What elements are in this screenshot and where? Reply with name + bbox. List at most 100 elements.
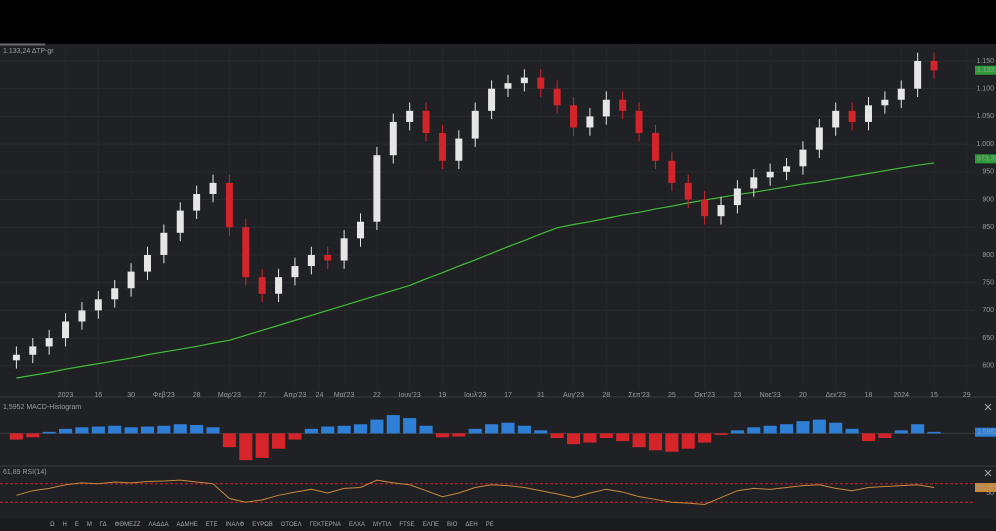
macd-bar xyxy=(58,428,73,434)
toolbar-item[interactable]: ΡΕ xyxy=(485,522,494,528)
x-tick-label: 23 xyxy=(733,392,741,399)
x-tick-label: Δεκ'23 xyxy=(826,392,847,399)
x-tick-label: 15 xyxy=(930,392,938,399)
toolbar-item[interactable]: ΓΔ xyxy=(99,522,107,528)
x-tick-label: 28 xyxy=(602,392,610,399)
y-tick-label: 700 xyxy=(982,307,994,314)
macd-bar xyxy=(26,433,40,438)
candle-body xyxy=(242,227,250,278)
y-tick-label: 600 xyxy=(982,363,994,370)
x-tick-label: 28 xyxy=(193,392,201,399)
macd-bar xyxy=(108,425,122,434)
close-button[interactable] xyxy=(984,469,992,477)
y-tick-label: 1.100 xyxy=(976,86,994,93)
toolbar: Ω Η Ε Μ ΓΔ ΦΘΜΕΖΖ ΛΑΔΔΑ ΑΔΜΗΕ ΕΤΕ ΙΝΑΛΦ ΕΥΡΩΒ ΟΤΟΕΛ… xyxy=(0,519,996,531)
macd-bar xyxy=(812,419,826,434)
toolbar-item[interactable]: Ω xyxy=(50,522,55,528)
candle-body xyxy=(340,238,348,261)
last-value-label: 1,5952 xyxy=(977,429,996,436)
candle-body xyxy=(930,60,938,71)
macd-bar xyxy=(9,433,23,440)
x-tick-label: Απρ'23 xyxy=(284,392,307,399)
candle-body xyxy=(209,182,217,194)
toolbar-item[interactable]: ΔΕΗ xyxy=(465,522,478,528)
x-tick-label: Ιουλ'23 xyxy=(464,392,486,399)
y-tick-label: 50 xyxy=(986,490,994,497)
toolbar-item[interactable]: ΕΛΠΕ xyxy=(422,522,440,528)
candle-body xyxy=(111,288,119,300)
x-tick-label: 30 xyxy=(127,392,135,399)
candle-body xyxy=(62,321,70,339)
toolbar-item[interactable]: ΙΝΑΛΦ xyxy=(225,522,245,528)
toolbar-item[interactable]: ΒΙΟ xyxy=(447,522,458,528)
macd-bar xyxy=(747,427,761,434)
macd-bar xyxy=(566,433,581,445)
macd-bar xyxy=(206,427,220,434)
macd-bar xyxy=(665,433,679,452)
x-tick-label: 25 xyxy=(668,392,676,399)
candle-body xyxy=(504,83,512,89)
macd-bar xyxy=(304,428,318,434)
candle-body xyxy=(225,182,233,228)
candle-body xyxy=(651,133,659,161)
moving-average xyxy=(16,162,935,379)
toolbar-item[interactable]: ΑΔΜΗΕ xyxy=(176,522,198,528)
macd-bar xyxy=(911,424,925,434)
x-tick-label: Φεβ'23 xyxy=(153,392,175,399)
x-tick-label: Μαϊ'23 xyxy=(334,392,355,399)
toolbar-item[interactable]: FTSE xyxy=(399,522,415,528)
candle-body xyxy=(914,60,922,89)
toolbar-item[interactable]: ΕΥΡΩΒ xyxy=(252,522,273,528)
toolbar-item[interactable]: Ε xyxy=(74,522,79,528)
candle-body xyxy=(553,88,561,106)
macd-bar xyxy=(386,415,400,434)
x-tick-label: 24 xyxy=(316,392,324,399)
macd-bar xyxy=(173,424,187,434)
y-tick-label: 900 xyxy=(982,196,994,203)
candle-body xyxy=(864,105,872,122)
x-tick-label: Αυγ'23 xyxy=(563,392,584,399)
candle-body xyxy=(143,254,151,272)
candle-body xyxy=(471,110,479,139)
candle-body xyxy=(799,149,807,167)
macd-bar xyxy=(435,433,449,438)
macd-bar xyxy=(272,433,286,449)
macd-bar xyxy=(796,421,810,434)
candle-body xyxy=(848,110,856,122)
toolbar-item[interactable]: ΜΥΤΙΛ xyxy=(373,522,392,528)
x-tick-label: 2024 xyxy=(893,392,909,399)
candle-body xyxy=(307,254,315,267)
toolbar-item[interactable]: ΟΤΟΕΛ xyxy=(280,522,302,528)
toolbar-item[interactable]: ΛΑΔΔΑ xyxy=(148,522,169,528)
macd-bar xyxy=(353,424,368,434)
close-button[interactable] xyxy=(984,403,992,411)
y-tick-label: 1.150 xyxy=(976,58,994,65)
y-tick-label: 1.050 xyxy=(976,113,994,120)
candle-body xyxy=(438,133,446,161)
candle-body xyxy=(357,221,365,239)
toolbar-item[interactable]: ΦΘΜΕΖΖ xyxy=(114,522,141,528)
macd-bar xyxy=(763,425,777,434)
candle-body xyxy=(488,88,496,111)
toolbar-item[interactable]: Μ xyxy=(86,522,92,528)
rsi-label: 61,89 RSI(14) xyxy=(3,469,47,476)
macd-bar xyxy=(845,428,859,434)
macd-bar xyxy=(140,426,155,434)
toolbar-item[interactable]: ΕΛΧΑ xyxy=(348,522,365,528)
x-tick-label: 31 xyxy=(537,392,545,399)
candle-body xyxy=(389,121,397,156)
price-label: 1.133,24 xyxy=(977,67,996,74)
candle-body xyxy=(668,160,676,183)
candle-body xyxy=(635,110,643,134)
candle-body xyxy=(684,182,692,200)
x-tick-label: 18 xyxy=(865,392,873,399)
rsi-line xyxy=(16,479,935,506)
last-value-box xyxy=(975,427,996,437)
toolbar-item[interactable]: ΕΤΕ xyxy=(205,522,218,528)
toolbar-item[interactable]: Η xyxy=(62,522,67,528)
macd-bar xyxy=(42,431,56,434)
toolbar-item[interactable]: ΓΕΚΤΕΡΝΑ xyxy=(309,522,341,528)
candle-body xyxy=(537,77,545,89)
macd-bar xyxy=(780,424,794,434)
macd-bar xyxy=(632,433,646,448)
